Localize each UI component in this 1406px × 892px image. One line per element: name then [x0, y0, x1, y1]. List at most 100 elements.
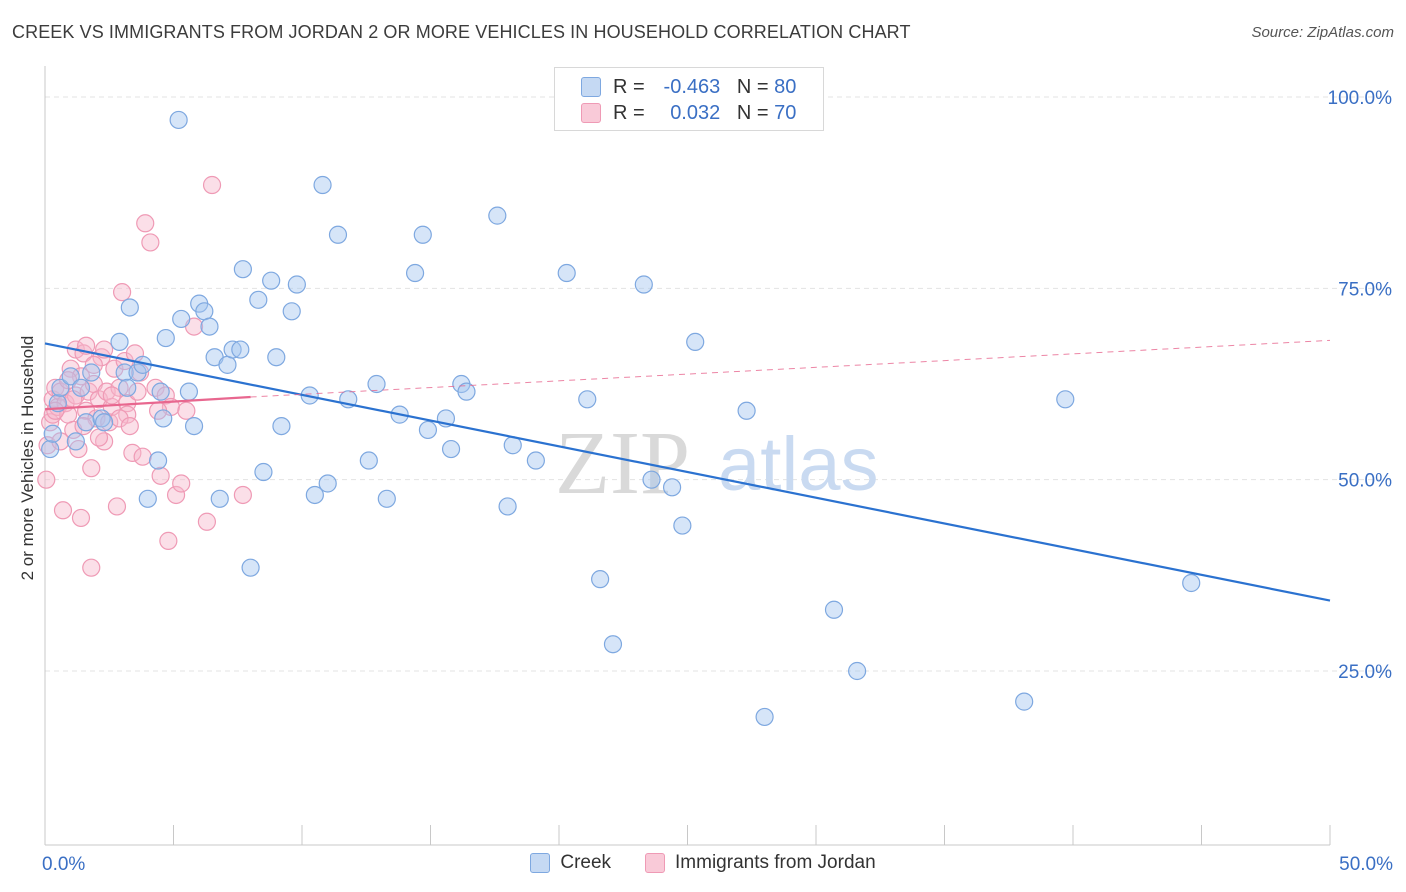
- creek-point: [287, 275, 306, 294]
- creek-point: [377, 489, 396, 508]
- creek-point: [262, 271, 281, 290]
- jordan-point: [177, 401, 196, 420]
- creek-point: [95, 413, 114, 432]
- legend-row-creek: R = -0.463 N = 80: [581, 74, 796, 100]
- jordan-point: [123, 443, 142, 462]
- jordan-point: [128, 382, 147, 401]
- n-value-jordan: 70: [774, 101, 797, 124]
- watermark-zip: ZIP: [555, 414, 690, 513]
- creek-point: [848, 661, 867, 681]
- creek-point: [233, 260, 252, 279]
- creek-point: [41, 439, 60, 459]
- jordan-point: [37, 470, 56, 489]
- trend-lines: [44, 339, 1331, 602]
- jordan-point: [110, 409, 129, 428]
- creek-point: [642, 470, 661, 489]
- jordan-point: [107, 497, 127, 516]
- creek-point: [82, 363, 101, 382]
- creek-point: [249, 290, 268, 309]
- creek-swatch: [581, 77, 601, 97]
- creek-point: [405, 263, 425, 283]
- x-tick-label: 50.0%: [1339, 854, 1393, 875]
- jordan-point: [120, 416, 139, 436]
- creek-point: [498, 497, 517, 516]
- jordan-point: [202, 175, 222, 195]
- y-tick-label: 75.0%: [1338, 279, 1392, 300]
- jordan-point: [136, 214, 155, 233]
- creek-point: [634, 275, 653, 294]
- jordan-swatch: [581, 103, 601, 123]
- creek-point: [662, 478, 682, 497]
- creek-point: [151, 382, 170, 401]
- r-label: R =: [613, 75, 645, 98]
- jordan-points: [37, 175, 252, 577]
- jordan-point: [82, 459, 101, 478]
- creek-point: [110, 332, 129, 352]
- creek-point: [1182, 573, 1201, 593]
- creek-point: [282, 302, 301, 321]
- y-tick-label: 25.0%: [1338, 662, 1392, 683]
- jordan-point: [102, 386, 121, 405]
- source-label: Source: ZipAtlas.com: [1251, 24, 1394, 41]
- creek-point: [169, 110, 188, 130]
- jordan-point: [61, 359, 80, 378]
- y-tick-label: 100.0%: [1328, 88, 1393, 109]
- creek-point: [179, 382, 199, 401]
- creek-point: [367, 374, 386, 394]
- jordan-point: [105, 359, 124, 378]
- creek-point: [488, 206, 507, 225]
- creek-point: [77, 413, 96, 432]
- n-value-creek: 80: [774, 75, 797, 98]
- creek-point: [61, 367, 80, 386]
- creek-point: [591, 570, 610, 589]
- jordan-point: [51, 432, 70, 451]
- jordan-point: [172, 474, 191, 493]
- jordan-point: [166, 485, 186, 505]
- r-value-jordan: 0.032: [670, 101, 721, 124]
- creek-point: [824, 600, 844, 619]
- r-value-creek: -0.463: [663, 75, 721, 98]
- jordan-point: [151, 466, 170, 485]
- series-legend: Creek Immigrants from Jordan: [0, 852, 1406, 874]
- creek-point: [195, 302, 214, 321]
- creek-point: [578, 390, 597, 409]
- creek-point: [200, 317, 219, 336]
- watermark-atlas: atlas: [718, 422, 879, 507]
- creek-point: [43, 424, 62, 443]
- creek-point: [272, 416, 291, 436]
- jordan-point: [82, 558, 101, 577]
- creek-point: [686, 332, 705, 352]
- creek-point: [755, 707, 774, 727]
- correlation-legend: R = -0.463 N = 80 R = 0.032 N = 70: [554, 67, 824, 131]
- creek-point: [737, 401, 756, 420]
- creek-point: [154, 409, 173, 428]
- jordan-point: [53, 501, 73, 520]
- creek-point: [526, 451, 545, 470]
- creek-point: [115, 363, 134, 382]
- creek-point: [210, 489, 229, 508]
- jordan-point: [159, 531, 178, 550]
- creek-point: [418, 420, 438, 440]
- creek-point: [318, 474, 337, 493]
- creek-point: [118, 378, 137, 397]
- creek-point: [138, 489, 157, 508]
- creek-point: [441, 439, 461, 459]
- n-label: N =: [736, 101, 769, 124]
- x-tick-label: 0.0%: [42, 854, 85, 875]
- creek-point: [1056, 390, 1075, 409]
- creek-point: [148, 451, 168, 470]
- jordan-point: [233, 485, 252, 505]
- jordan-point: [71, 508, 91, 528]
- creek-point: [673, 516, 692, 535]
- creek-trend-line: [44, 342, 1331, 602]
- creek-point: [603, 635, 623, 654]
- legend-item-creek: Creek: [530, 852, 611, 874]
- tick-labels: 25.0% 50.0% 75.0% 100.0% 0.0% 50.0%: [42, 88, 1393, 875]
- creek-point: [231, 340, 250, 359]
- creek-point: [71, 378, 91, 397]
- creek-point: [156, 328, 175, 348]
- creek-point: [66, 432, 85, 451]
- creek-point: [267, 348, 286, 367]
- creek-point: [51, 378, 70, 397]
- jordan-point: [141, 233, 160, 252]
